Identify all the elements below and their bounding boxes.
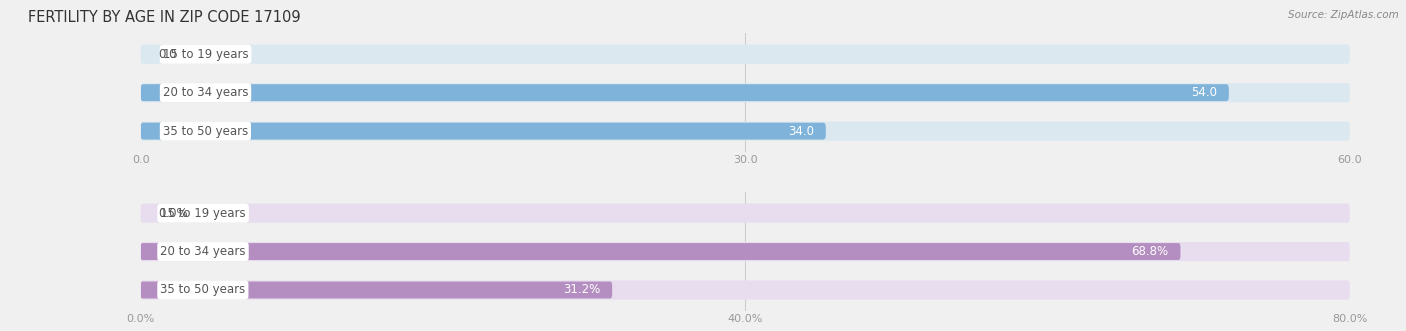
Text: FERTILITY BY AGE IN ZIP CODE 17109: FERTILITY BY AGE IN ZIP CODE 17109: [28, 10, 301, 25]
Text: 15 to 19 years: 15 to 19 years: [163, 48, 249, 61]
Text: 31.2%: 31.2%: [562, 283, 600, 297]
FancyBboxPatch shape: [141, 282, 612, 299]
Text: 0.0%: 0.0%: [159, 207, 188, 220]
FancyBboxPatch shape: [141, 242, 1350, 261]
Text: 0.0: 0.0: [159, 48, 177, 61]
FancyBboxPatch shape: [141, 204, 1350, 223]
Text: 20 to 34 years: 20 to 34 years: [163, 86, 249, 99]
Text: 34.0: 34.0: [787, 124, 814, 138]
Text: 20 to 34 years: 20 to 34 years: [160, 245, 246, 258]
FancyBboxPatch shape: [141, 123, 825, 140]
Text: 54.0: 54.0: [1191, 86, 1216, 99]
Text: 35 to 50 years: 35 to 50 years: [163, 124, 247, 138]
Text: 15 to 19 years: 15 to 19 years: [160, 207, 246, 220]
FancyBboxPatch shape: [141, 280, 1350, 300]
FancyBboxPatch shape: [141, 83, 1350, 102]
FancyBboxPatch shape: [141, 243, 1181, 260]
Text: 68.8%: 68.8%: [1132, 245, 1168, 258]
Text: Source: ZipAtlas.com: Source: ZipAtlas.com: [1288, 10, 1399, 20]
Text: 35 to 50 years: 35 to 50 years: [160, 283, 246, 297]
FancyBboxPatch shape: [141, 45, 1350, 64]
FancyBboxPatch shape: [141, 84, 1229, 101]
FancyBboxPatch shape: [141, 121, 1350, 141]
